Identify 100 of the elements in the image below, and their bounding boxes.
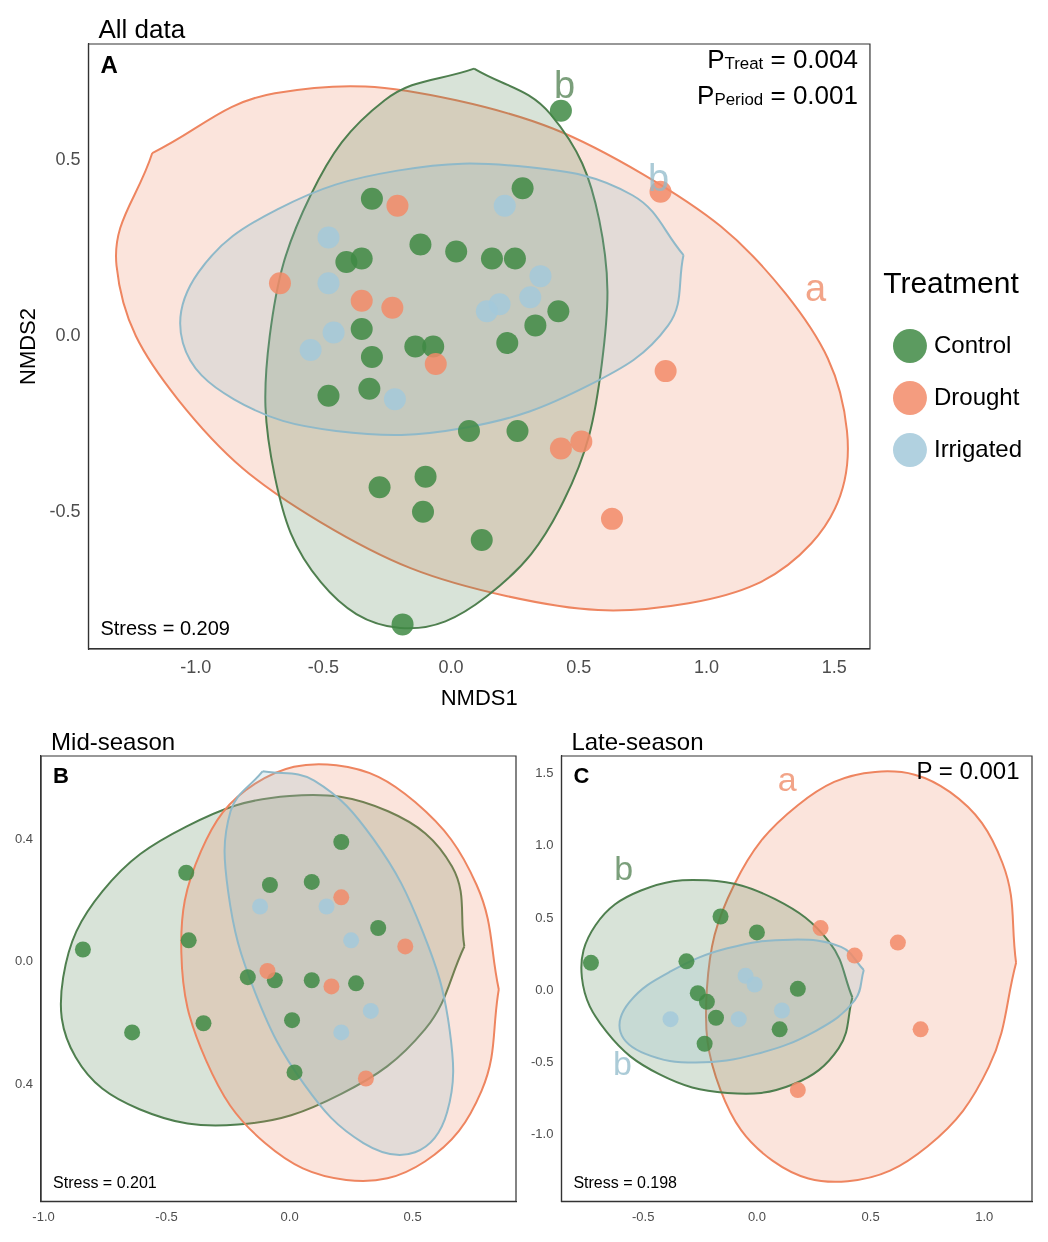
point: [333, 834, 350, 851]
point: [529, 265, 552, 288]
point: [414, 465, 437, 488]
point: [549, 99, 572, 122]
point: [503, 247, 526, 270]
point: [519, 286, 542, 309]
point: [286, 1064, 303, 1081]
x-tick-label: -0.5: [307, 656, 339, 677]
point: [812, 920, 829, 937]
annotation: a: [804, 266, 827, 309]
chart-title: All data: [98, 14, 186, 44]
point: [424, 353, 447, 376]
annotation: b: [614, 849, 634, 888]
point: [912, 1021, 929, 1038]
annotation: Stress = 0.198: [573, 1173, 678, 1191]
point: [350, 289, 373, 312]
point: [284, 1012, 301, 1029]
annotation: A: [100, 50, 118, 78]
point: [712, 908, 729, 925]
y-axis-title: NMDS2: [15, 307, 41, 386]
point: [317, 272, 340, 295]
point: [412, 500, 434, 523]
point: [239, 969, 256, 986]
legend-label: Drought: [933, 382, 1020, 410]
point: [360, 187, 383, 210]
point: [195, 1015, 212, 1032]
x-tick-label: 1.5: [821, 656, 847, 677]
point: [445, 240, 468, 263]
point: [524, 314, 547, 337]
point: [318, 898, 335, 915]
point: [773, 1002, 790, 1019]
x-tick-label: -0.5: [155, 1208, 178, 1224]
point: [707, 1009, 724, 1026]
chart-title: Late-season: [571, 728, 704, 755]
annotation: B: [53, 763, 69, 789]
y-tick-label: 0.0: [55, 324, 81, 345]
x-tick-label: -0.5: [632, 1208, 655, 1224]
point: [475, 300, 498, 323]
point: [549, 437, 572, 460]
x-tick-label: 1.0: [975, 1208, 994, 1224]
point: [368, 476, 391, 499]
x-tick-label: 1.0: [693, 656, 720, 677]
point: [582, 954, 599, 971]
y-tick-label: 0.4: [14, 830, 34, 846]
point: [178, 864, 195, 881]
point: [678, 953, 695, 970]
point: [746, 976, 763, 993]
point: [547, 300, 570, 323]
annotation: a: [777, 759, 797, 798]
point: [268, 272, 291, 295]
point: [789, 980, 806, 997]
point: [748, 924, 765, 941]
point: [470, 528, 493, 551]
point: [357, 1070, 374, 1087]
y-tick-label: 0.5: [535, 909, 554, 925]
point: [397, 938, 414, 955]
point: [496, 331, 519, 354]
point: [343, 932, 360, 949]
legend-label: Irrigated: [933, 434, 1022, 462]
point: [252, 898, 269, 915]
x-tick-label: -1.0: [32, 1208, 55, 1224]
point: [698, 993, 715, 1010]
x-tick-label: 0.5: [403, 1208, 422, 1224]
legend-title: Treatment: [883, 266, 1020, 300]
point: [846, 947, 863, 964]
point: [381, 296, 404, 319]
point: [789, 1082, 806, 1099]
annotation: Stress = 0.201: [53, 1173, 157, 1191]
annotation: b: [612, 1044, 632, 1083]
point: [362, 1002, 379, 1019]
x-axis-title: NMDS1: [440, 684, 518, 710]
y-tick-label: -0.5: [49, 500, 81, 521]
point: [350, 247, 373, 270]
y-tick-label: 0.5: [55, 149, 81, 170]
point: [124, 1024, 141, 1041]
point: [391, 613, 414, 636]
annotation: PPeriod = 0.001: [697, 80, 858, 111]
point: [350, 317, 373, 340]
point: [506, 419, 529, 442]
y-tick-label: 0.0: [14, 953, 34, 969]
point: [493, 194, 516, 217]
point: [730, 1011, 747, 1028]
annotation: Stress = 0.209: [100, 616, 230, 639]
y-tick-label: 0.0: [535, 981, 554, 997]
point: [348, 975, 365, 992]
point: [333, 889, 350, 906]
point: [322, 321, 345, 344]
x-tick-label: 0.0: [280, 1208, 299, 1224]
point: [409, 233, 432, 256]
point: [299, 339, 322, 362]
y-tick-label: 0.4: [14, 1076, 34, 1092]
point: [511, 177, 534, 200]
point: [480, 247, 503, 270]
y-tick-label: -0.5: [530, 1054, 554, 1070]
point: [317, 384, 340, 407]
point: [303, 972, 320, 989]
point: [358, 377, 381, 400]
point: [360, 346, 383, 369]
point: [662, 1011, 679, 1028]
x-tick-label: 0.0: [747, 1208, 766, 1224]
